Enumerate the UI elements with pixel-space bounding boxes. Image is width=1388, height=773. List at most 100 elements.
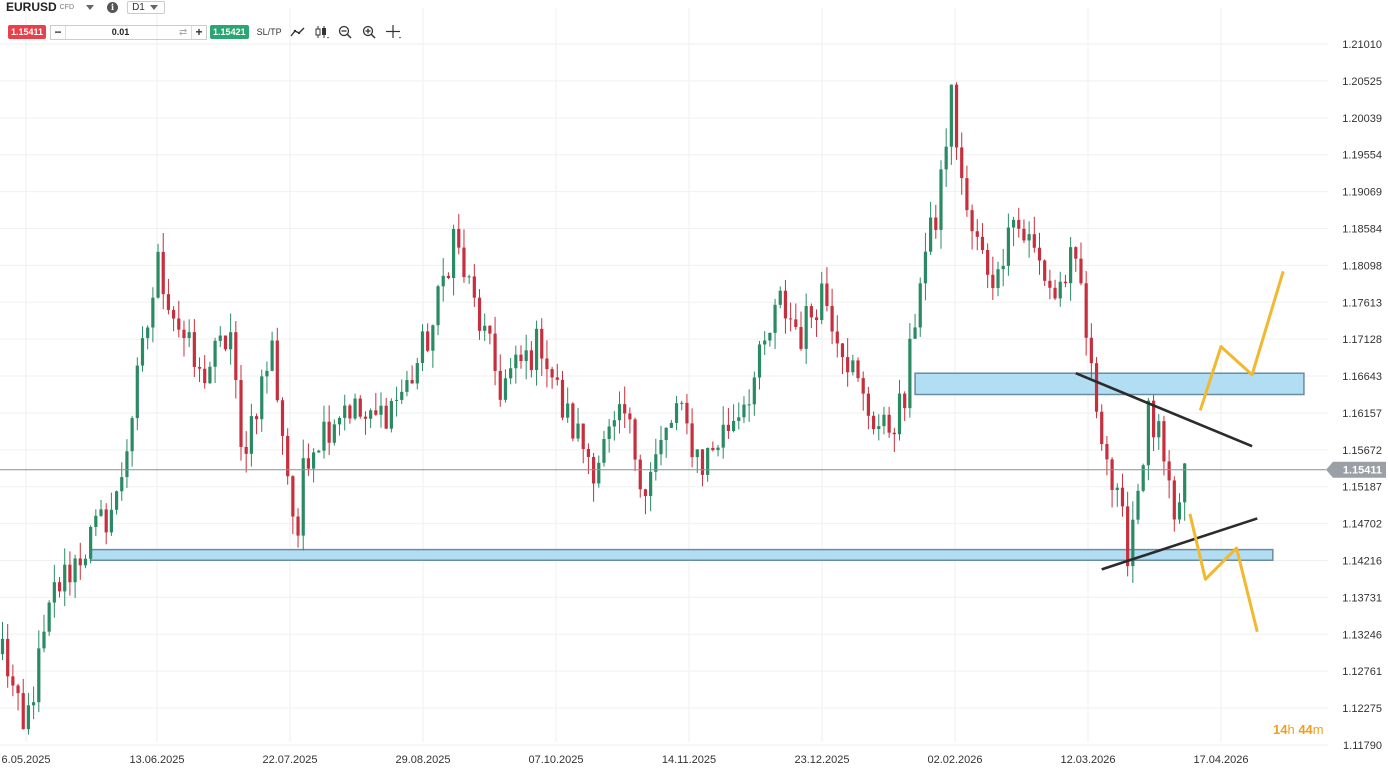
candle: [32, 686, 36, 720]
candle: [835, 315, 839, 358]
candle: [410, 365, 414, 384]
candle: [192, 319, 196, 378]
support-zone[interactable]: [89, 548, 1274, 561]
candle: [1131, 501, 1135, 583]
candle: [763, 331, 767, 355]
candle: [223, 335, 228, 352]
candle: [1126, 491, 1130, 577]
bullish-forecast-path[interactable]: [1198, 270, 1285, 411]
candle: [312, 448, 316, 483]
price-tick-label: 1.18584: [1342, 223, 1382, 235]
candle: [903, 391, 907, 421]
bearish-forecast-path[interactable]: [1188, 513, 1259, 633]
candle: [187, 319, 191, 348]
candle: [379, 392, 383, 428]
price-tick-label: 1.14216: [1342, 556, 1382, 568]
timeframe-value: D1: [132, 1, 145, 13]
swap-icon[interactable]: ⇄: [178, 26, 188, 38]
candle: [286, 428, 290, 485]
candle: [114, 490, 119, 515]
price-axis[interactable]: 1.21010 1.20525 1.20039 1.19554 1.19069 1.185…: [1342, 39, 1382, 752]
candle: [882, 406, 886, 435]
increase-quantity-button[interactable]: +: [191, 25, 206, 39]
candle: [394, 386, 399, 417]
candle: [970, 204, 974, 250]
candle: [182, 320, 186, 357]
price-tick-label: 1.19554: [1342, 150, 1382, 162]
candle: [6, 624, 10, 688]
resistance-zone[interactable]: [914, 372, 1305, 396]
quantity-input[interactable]: 0.01: [111, 27, 130, 37]
candle: [120, 462, 124, 501]
candle: [498, 354, 502, 407]
candle: [301, 439, 305, 551]
candle: [1053, 279, 1057, 301]
candle: [550, 366, 554, 389]
candle: [913, 313, 917, 339]
ascending-trendline[interactable]: [1101, 517, 1258, 571]
time-axis[interactable]: 6.05.2025 13.06.2025 22.07.2025 29.08.2025 0…: [2, 754, 1249, 766]
candle: [1063, 274, 1068, 288]
candle: [343, 394, 347, 431]
candle: [923, 232, 928, 301]
candle: [861, 371, 865, 411]
candle: [94, 509, 98, 537]
candle: [1177, 493, 1182, 524]
candlesticks: [0, 82, 1187, 735]
quantity-stepper[interactable]: − 0.01 ⇄ +: [50, 24, 208, 40]
descending-trendline[interactable]: [1075, 372, 1253, 448]
candle: [731, 404, 736, 433]
candle: [1017, 207, 1021, 238]
sell-button[interactable]: 1.15411: [8, 25, 47, 39]
candle: [213, 337, 217, 383]
candle: [426, 323, 430, 353]
candle: [617, 391, 622, 434]
countdown-minutes: 44: [1298, 722, 1313, 737]
candle: [441, 258, 445, 302]
timeframe-dropdown-icon[interactable]: [150, 4, 159, 10]
candle: [26, 692, 31, 735]
symbol-row: EURUSD CFD i D1: [6, 0, 166, 14]
candle: [560, 370, 565, 421]
timeframe-select[interactable]: D1: [127, 0, 166, 14]
candle: [99, 499, 103, 518]
candle: [1074, 246, 1078, 272]
candle: [42, 614, 46, 653]
symbol-dropdown-icon[interactable]: [86, 4, 95, 10]
symbol-name[interactable]: EURUSD: [6, 0, 57, 14]
price-tick-label: 1.15672: [1342, 445, 1382, 457]
candle: [493, 316, 497, 386]
candle: [1146, 398, 1150, 481]
price-tick-label: 1.13731: [1342, 592, 1382, 604]
price-tick-label: 1.14702: [1342, 519, 1382, 531]
price-tick-label: 1.16643: [1342, 371, 1382, 383]
current-price-label: 1.15411: [1343, 465, 1382, 477]
buy-button[interactable]: 1.15421: [210, 25, 249, 39]
minutes-unit: m: [1312, 722, 1324, 737]
candle: [944, 128, 948, 187]
sltp-button[interactable]: SL/TP: [256, 27, 282, 37]
zoom-out-icon[interactable]: [338, 25, 354, 39]
crosshair-icon[interactable]: [385, 25, 402, 39]
candle: [680, 400, 684, 411]
candle: [156, 243, 160, 299]
candle: [706, 447, 710, 482]
candle: [607, 418, 611, 453]
candle: [866, 386, 870, 430]
zoom-in-icon[interactable]: [362, 25, 378, 39]
price-tick-label: 1.17613: [1342, 297, 1382, 309]
info-icon[interactable]: i: [107, 1, 119, 13]
candle: [773, 298, 777, 350]
candle: [446, 272, 451, 280]
candle: [467, 274, 471, 284]
candlestick-type-icon[interactable]: [314, 25, 330, 39]
candle: [1151, 395, 1156, 452]
candle: [1089, 323, 1093, 379]
candle: [929, 202, 933, 255]
candle: [78, 542, 82, 580]
line-chart-type-icon[interactable]: [290, 25, 306, 39]
candle: [472, 264, 476, 307]
decrease-quantity-button[interactable]: −: [51, 25, 67, 39]
date-tick-label: 12.03.2026: [1060, 754, 1115, 766]
